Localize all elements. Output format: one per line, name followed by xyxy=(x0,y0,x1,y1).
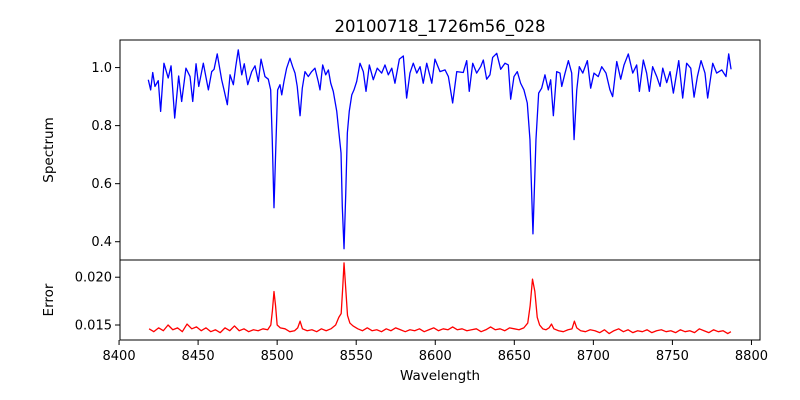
x-tick-label: 8750 xyxy=(656,349,689,364)
error-axes-frame xyxy=(119,259,761,341)
spectrum-y-tick-label: 1.0 xyxy=(91,61,112,76)
x-tick-label: 8600 xyxy=(419,349,452,364)
x-tick-label: 8500 xyxy=(261,349,294,364)
error-series-line xyxy=(148,262,732,335)
x-tick-label: 8450 xyxy=(182,349,215,364)
error-y-axis-label: Error xyxy=(41,283,57,316)
spectrum-y-axis-label: Spectrum xyxy=(41,117,57,182)
spectrum-series-line xyxy=(147,49,732,250)
x-axis-label: Wavelength xyxy=(400,368,480,384)
x-tick-label: 8650 xyxy=(498,349,531,364)
chart-title: 20100718_1726m56_028 xyxy=(334,17,545,37)
x-tick-label: 8700 xyxy=(577,349,610,364)
x-tick-label: 8400 xyxy=(103,349,136,364)
spectrum-y-tick-label: 0.8 xyxy=(91,119,112,134)
error-panel: 0.015 0.020 8400 8450 8500 8550 8600 8650 8700 87… xyxy=(75,259,768,364)
spectrum-y-tick-label: 0.6 xyxy=(91,177,112,192)
spectrum-y-tick-label: 0.4 xyxy=(91,235,112,250)
error-y-tick-label: 0.015 xyxy=(75,318,112,333)
error-y-tick-label: 0.020 xyxy=(75,271,112,286)
x-tick-label: 8800 xyxy=(735,349,768,364)
x-tick-label: 8550 xyxy=(340,349,373,364)
